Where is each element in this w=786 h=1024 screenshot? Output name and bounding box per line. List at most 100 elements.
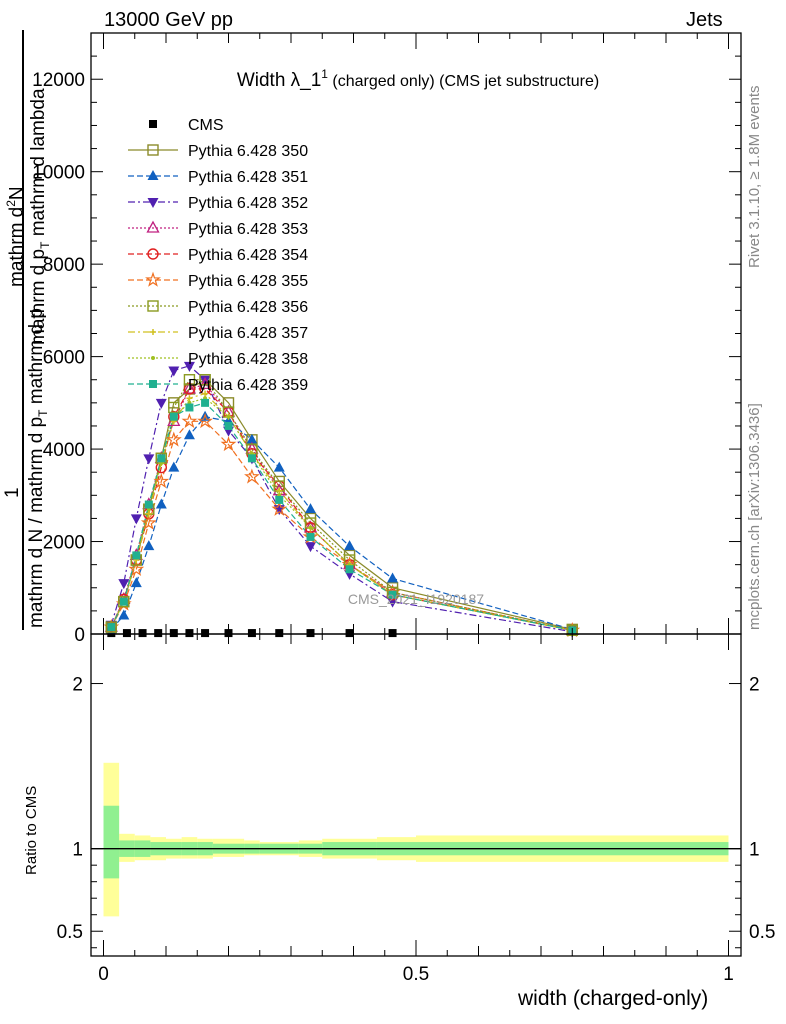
main-y-tick-label: 10000 <box>32 163 85 184</box>
legend-marker-1 <box>147 144 159 156</box>
data-point-s0-9 <box>275 629 284 638</box>
data-point-s10-0 <box>107 623 116 632</box>
data-point-s10-10 <box>275 495 284 504</box>
data-point-s2-5 <box>168 461 180 472</box>
legend-marker-9 <box>151 356 155 360</box>
legend-label-3: Pythia 6.428 352 <box>188 195 308 212</box>
data-point-s10-8 <box>224 421 233 430</box>
axes: 0 2000 4000 6000 8000 10000 12000 0.5 0.5 1 1 2 2 0 0.… <box>32 32 775 985</box>
series-line-5 <box>110 388 573 631</box>
data-point-s2-2 <box>130 577 142 588</box>
data-point-s10-7 <box>201 398 210 407</box>
data-point-s2-3 <box>143 540 155 551</box>
y-axis-label-one: 1 <box>2 487 23 498</box>
series-lines <box>110 365 573 633</box>
series-line-4 <box>110 383 573 631</box>
series-line-2 <box>110 416 573 630</box>
legend-marker-8 <box>150 329 156 335</box>
main-y-tick-label: 8000 <box>43 255 85 276</box>
data-point-s1-8 <box>222 397 235 409</box>
data-point-s0-2 <box>138 629 147 638</box>
series-markers <box>103 361 581 638</box>
ratio-y-tick-label-left: 2 <box>72 675 83 696</box>
legend-marker-5 <box>147 248 159 260</box>
data-point-s3-2 <box>130 514 142 525</box>
y-axis-label-denominator: mathrm d N / mathrm d pT mathrm d p <box>26 308 50 628</box>
series-line-8 <box>110 392 573 631</box>
data-point-s7-1 <box>118 595 130 608</box>
y-axis-label-numerator: mathrm d2N <box>4 186 28 287</box>
x-tick-label: 0 <box>98 964 109 985</box>
data-point-s3-6 <box>183 361 195 372</box>
data-point-s6-2 <box>128 560 145 576</box>
data-point-s10-11 <box>306 532 315 541</box>
series-line-9 <box>110 397 573 631</box>
data-point-s0-12 <box>388 629 397 638</box>
data-point-s10-6 <box>185 403 194 412</box>
data-point-s2-11 <box>305 503 316 514</box>
main-y-tick-label: 0 <box>74 625 85 646</box>
data-point-s3-1 <box>118 579 130 590</box>
ratio-y-tick-label-left: 0.5 <box>57 922 83 943</box>
data-point-s0-11 <box>345 629 354 638</box>
y-axis-label-middle: mathrm d pT mathrm d lambda <box>28 88 52 345</box>
data-point-s10-12 <box>345 565 354 574</box>
legend-marker-10 <box>149 380 157 388</box>
data-point-s8-3 <box>145 510 152 517</box>
data-point-s3-5 <box>168 366 180 377</box>
data-point-s0-10 <box>306 629 315 638</box>
data-point-s4-6 <box>182 381 197 394</box>
legend-label-9: Pythia 6.428 358 <box>188 351 308 368</box>
data-point-s4-7 <box>198 377 212 390</box>
data-point-s6-10 <box>271 500 288 516</box>
data-point-s0-1 <box>122 629 131 638</box>
data-point-s3-4 <box>155 398 167 409</box>
legend-marker-2 <box>147 170 159 180</box>
main-y-tick-label: 4000 <box>43 440 85 461</box>
data-point-s6-9 <box>244 468 260 484</box>
x-axis-label: width (charged-only) <box>518 987 709 1010</box>
data-point-s0-8 <box>247 629 256 638</box>
series-line-3 <box>110 365 573 633</box>
series-line-7 <box>110 379 573 631</box>
main-y-tick-label: 12000 <box>32 70 85 91</box>
data-point-s7-7 <box>199 374 211 386</box>
ratio-y-tick-label-right: 2 <box>749 675 760 696</box>
legend-label-2: Pythia 6.428 351 <box>188 169 308 186</box>
data-point-s7-5 <box>168 401 180 414</box>
header-right: Jets <box>686 9 723 31</box>
ratio-y-label: Ratio to CMS <box>23 785 40 875</box>
data-point-s6-4 <box>153 473 170 489</box>
legend: CMS Pythia 6.428 350 Pythia 6.428 351 Pythi… <box>128 117 308 394</box>
legend-label-8: Pythia 6.428 357 <box>188 325 308 342</box>
data-point-s6-3 <box>140 514 157 530</box>
legend-marker-4 <box>146 220 160 233</box>
data-point-s9-8 <box>226 414 231 419</box>
legend-label-1: Pythia 6.428 350 <box>188 143 308 160</box>
series-line-10 <box>110 402 573 631</box>
data-point-s2-4 <box>155 498 167 509</box>
data-point-s3-13 <box>387 597 399 608</box>
legend-marker-7 <box>147 300 159 312</box>
data-point-s6-6 <box>181 412 198 429</box>
ratio-y-tick-label-right: 0.5 <box>749 922 775 943</box>
ratio-y-tick-label-right: 1 <box>749 840 760 861</box>
ratio-y-tick-label-left: 1 <box>72 840 83 861</box>
data-point-s6-7 <box>197 412 213 429</box>
legend-label-5: Pythia 6.428 354 <box>188 247 308 264</box>
legend-marker-6 <box>145 271 161 287</box>
data-point-s3-7 <box>199 375 211 386</box>
data-point-s9-11 <box>308 525 313 530</box>
ratio-band-inner-0 <box>103 805 120 879</box>
data-point-s8-6 <box>186 395 193 402</box>
legend-label-6: Pythia 6.428 355 <box>188 273 308 290</box>
legend-marker-3 <box>147 198 159 208</box>
main-title: Width λ_11 (charged only) (CMS jet subst… <box>237 67 599 91</box>
data-point-s2-6 <box>183 429 195 440</box>
legend-label-10: Pythia 6.428 359 <box>188 377 308 394</box>
data-point-s7-0 <box>105 621 118 633</box>
data-point-s10-2 <box>132 551 141 560</box>
legend-marker-0 <box>149 120 157 128</box>
watermark: CMS_2021_I1920187 <box>348 591 484 607</box>
data-point-s0-3 <box>154 629 163 638</box>
